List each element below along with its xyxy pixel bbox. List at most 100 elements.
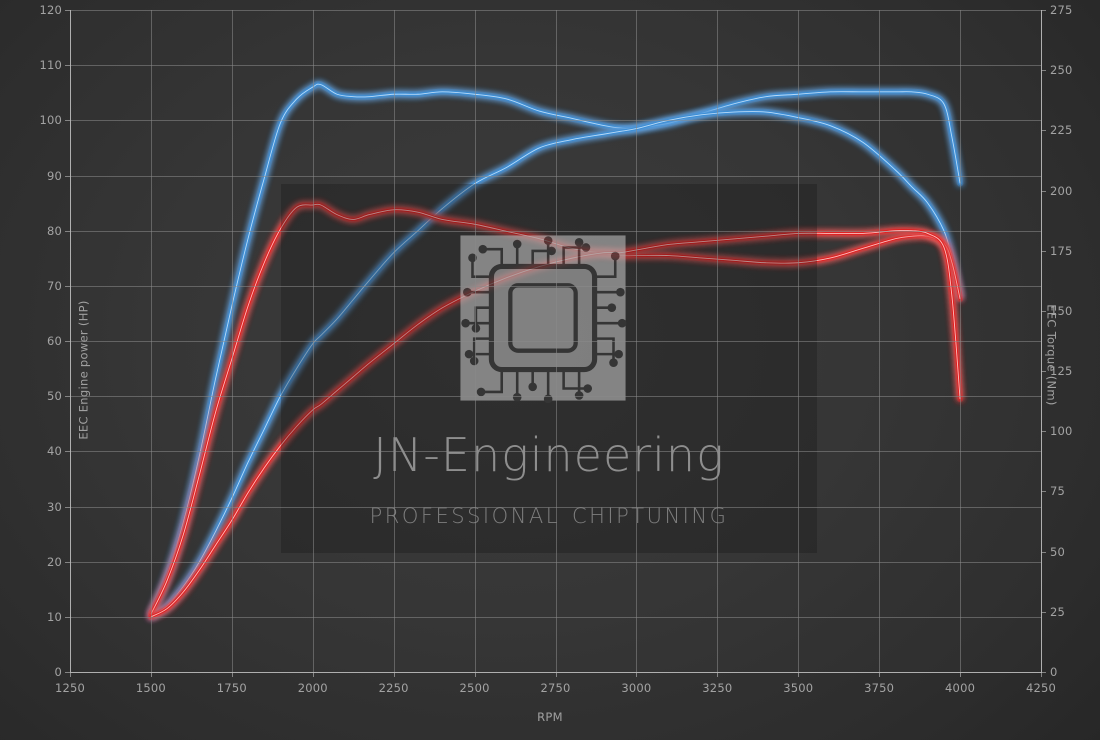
y2-tick-label: 175 xyxy=(1050,243,1073,258)
y2-tick xyxy=(1041,70,1046,72)
cpu-chip-icon xyxy=(457,232,629,404)
y-tick-label: 110 xyxy=(39,58,62,73)
y-tick xyxy=(65,396,70,398)
y-tick-label: 10 xyxy=(46,609,62,624)
x-tick-label: 4250 xyxy=(1025,681,1057,695)
x-tick xyxy=(879,672,881,677)
watermark-title: JN-Engineering xyxy=(373,428,725,482)
y-axis-spine xyxy=(70,10,71,672)
y2-axis-spine xyxy=(1041,10,1042,672)
gridline-horizontal xyxy=(70,65,1041,67)
x-tick xyxy=(717,672,719,677)
x-tick-label: 1500 xyxy=(135,681,166,695)
x-tick-label: 1750 xyxy=(216,681,247,695)
series-line xyxy=(147,200,964,618)
y2-tick xyxy=(1041,491,1046,493)
gridline-horizontal xyxy=(70,341,1041,342)
y-axis-title: EEC Engine power (HP) xyxy=(76,300,91,440)
y2-tick-label: 150 xyxy=(1050,303,1073,318)
y2-tick xyxy=(1041,371,1046,373)
y-tick xyxy=(65,120,70,122)
y-tick xyxy=(65,10,70,11)
y-tick xyxy=(65,285,70,287)
x-tick xyxy=(150,672,152,677)
gridline-horizontal xyxy=(70,561,1041,563)
x-tick-label: 2500 xyxy=(459,681,490,695)
y-tick xyxy=(65,506,70,508)
y2-tick xyxy=(1041,310,1046,312)
gridline-horizontal xyxy=(70,230,1041,232)
x-tick xyxy=(70,672,71,677)
series-line xyxy=(147,80,964,618)
y-tick-label: 40 xyxy=(46,444,62,459)
y2-tick-label: 75 xyxy=(1050,484,1066,499)
x-tick-label: 3750 xyxy=(864,681,895,695)
x-tick xyxy=(960,672,962,677)
x-tick-label: 3000 xyxy=(621,681,652,695)
y-tick-label: 60 xyxy=(46,334,62,348)
x-tick-label: 1250 xyxy=(54,681,86,695)
y-tick xyxy=(65,175,70,177)
y2-tick xyxy=(1041,611,1046,613)
x-tick xyxy=(474,672,476,677)
y-tick-label: 90 xyxy=(46,168,62,183)
y2-tick xyxy=(1041,250,1046,252)
y-tick-label: 70 xyxy=(46,278,62,293)
x-tick xyxy=(231,672,233,677)
y2-tick xyxy=(1041,130,1046,132)
y2-tick-label: 275 xyxy=(1050,3,1073,17)
y-tick xyxy=(65,451,70,453)
y2-tick xyxy=(1041,10,1046,11)
y-tick-label: 20 xyxy=(46,554,62,569)
watermark-subtitle: Professional Chiptuning xyxy=(369,496,729,531)
gridline-horizontal xyxy=(70,451,1041,453)
y2-tick xyxy=(1041,190,1046,192)
y-tick xyxy=(65,561,70,563)
x-tick-label: 2750 xyxy=(540,681,571,695)
gridline-horizontal xyxy=(70,10,1041,11)
x-tick xyxy=(798,672,800,677)
series-line xyxy=(147,108,964,621)
y-tick-label: 100 xyxy=(39,113,62,128)
y-tick-label: 80 xyxy=(46,223,62,238)
x-axis-title: RPM xyxy=(537,710,563,724)
y2-tick-label: 25 xyxy=(1050,604,1066,619)
gridline-horizontal xyxy=(70,396,1041,398)
gridline-horizontal xyxy=(70,175,1041,177)
x-tick-label: 3250 xyxy=(702,681,733,695)
gridline-horizontal xyxy=(70,120,1041,122)
y2-tick-label: 100 xyxy=(1050,424,1073,439)
y2-tick-label: 0 xyxy=(1050,665,1058,679)
y2-tick xyxy=(1041,672,1046,673)
y-tick xyxy=(65,672,70,673)
y-tick-label: 120 xyxy=(39,3,62,17)
y2-tick xyxy=(1041,551,1046,553)
y2-tick xyxy=(1041,431,1046,433)
y-tick xyxy=(65,65,70,67)
y2-tick-label: 200 xyxy=(1050,183,1073,198)
x-tick-label: 3500 xyxy=(783,681,814,695)
y-tick-label: 30 xyxy=(46,499,62,514)
gridline-horizontal xyxy=(70,285,1041,287)
x-tick xyxy=(393,672,395,677)
x-tick xyxy=(312,672,314,677)
y-tick xyxy=(65,341,70,342)
y-tick-label: 0 xyxy=(54,665,62,679)
x-tick xyxy=(1041,672,1042,677)
y2-tick-label: 125 xyxy=(1050,364,1073,379)
x-tick xyxy=(636,672,638,677)
x-tick-label: 2000 xyxy=(297,681,328,695)
x-tick xyxy=(555,672,557,677)
y2-tick-label: 250 xyxy=(1050,63,1073,78)
y-tick-label: 50 xyxy=(46,389,62,404)
y-tick xyxy=(65,616,70,618)
y2-tick-label: 50 xyxy=(1050,544,1066,559)
y-tick xyxy=(65,230,70,232)
x-tick-label: 4000 xyxy=(945,681,976,695)
y2-axis-title: EEC Torque (Nm) xyxy=(1044,304,1059,406)
gridline-horizontal xyxy=(70,616,1041,618)
x-tick-label: 2250 xyxy=(378,681,409,695)
y2-tick-label: 225 xyxy=(1050,123,1073,138)
